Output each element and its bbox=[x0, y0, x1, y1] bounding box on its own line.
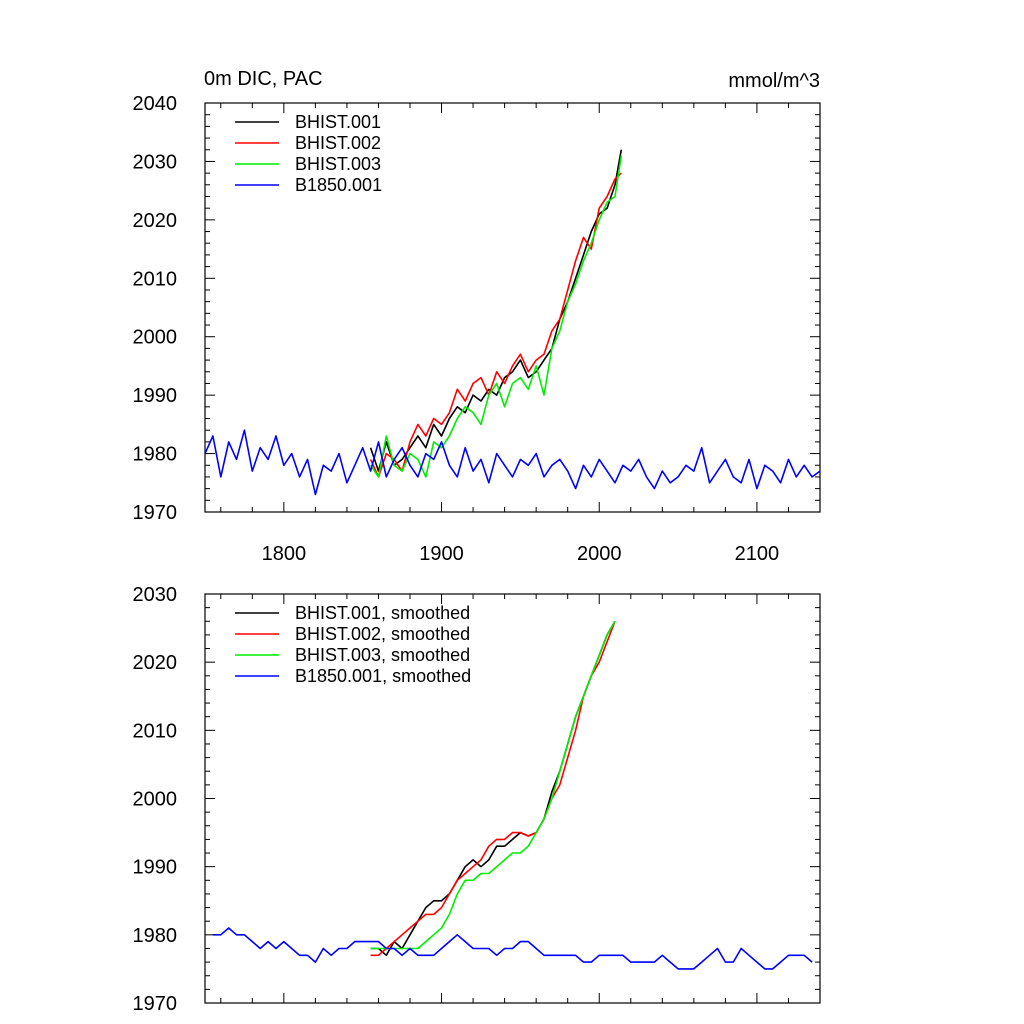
series-line bbox=[370, 621, 616, 957]
y-tick-label: 1970 bbox=[133, 993, 178, 1015]
legend-label: B1850.001 bbox=[295, 175, 382, 195]
legend-label: BHIST.001, smoothed bbox=[295, 603, 470, 623]
x-tick-label: 1800 bbox=[262, 543, 307, 565]
bottom-panel: 1970 1980 1990 2000 2010 2020 2030 BHIST.001, … bbox=[133, 584, 821, 1015]
series-line bbox=[369, 149, 623, 472]
y-tick-label: 2000 bbox=[133, 327, 178, 349]
series-line bbox=[369, 172, 622, 478]
y-tick-label: 1990 bbox=[133, 857, 178, 879]
top-panel: 0m DIC, PAC mmol/m^3 1970 1980 1990 2000 201… bbox=[133, 68, 821, 565]
series-line bbox=[212, 927, 813, 970]
legend-label: BHIST.001 bbox=[295, 112, 381, 132]
y-tick-label: 2030 bbox=[133, 151, 178, 173]
y-tick-label: 1990 bbox=[133, 385, 178, 407]
y-tick-label: 2020 bbox=[133, 210, 178, 232]
x-tick-label: 1900 bbox=[419, 543, 464, 565]
legend-label: BHIST.002 bbox=[295, 133, 381, 153]
y-tick-label: 2030 bbox=[133, 584, 178, 606]
legend-label: BHIST.002, smoothed bbox=[295, 624, 470, 644]
y-tick-label: 2040 bbox=[133, 93, 178, 115]
y-tick-label: 1970 bbox=[133, 502, 178, 524]
series-line bbox=[204, 429, 821, 496]
legend-label: B1850.001, smoothed bbox=[295, 666, 471, 686]
chart-title: 0m DIC, PAC bbox=[204, 68, 323, 90]
y-tick-label: 1980 bbox=[133, 444, 178, 466]
series-line bbox=[369, 155, 623, 478]
series-group-0 bbox=[204, 149, 821, 496]
legend-label: BHIST.003, smoothed bbox=[295, 645, 470, 665]
legend-label: BHIST.003 bbox=[295, 154, 381, 174]
y-tick-label: 2020 bbox=[133, 652, 178, 674]
y-tick-label: 2010 bbox=[133, 720, 178, 742]
x-tick-label: 2100 bbox=[735, 543, 780, 565]
x-tick-label: 2000 bbox=[577, 543, 622, 565]
plot-frame bbox=[204, 102, 821, 513]
y-tick-label: 2010 bbox=[133, 268, 178, 290]
axes-0: 1970 1980 1990 2000 2010 2020 2030 2040 1800 1900… bbox=[133, 93, 821, 565]
series-line bbox=[370, 620, 616, 950]
axes-1: 1970 1980 1990 2000 2010 2020 2030 bbox=[133, 584, 821, 1015]
y-tick-label: 2000 bbox=[133, 789, 178, 811]
series-group-1 bbox=[212, 620, 813, 970]
units-label: mmol/m^3 bbox=[728, 70, 820, 92]
y-tick-label: 1980 bbox=[133, 925, 178, 947]
